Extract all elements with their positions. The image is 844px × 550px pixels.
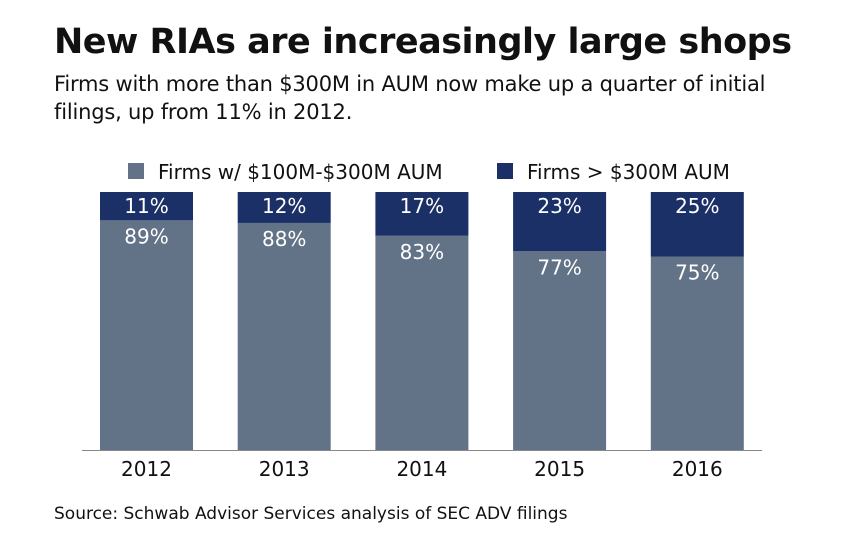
- x-tick-label-2016: 2016: [672, 457, 723, 481]
- data-label-large-firms-2015: 23%: [537, 194, 581, 218]
- bar-large-firms-2012: [100, 192, 193, 221]
- bar-small-firms-2015: [513, 251, 607, 450]
- data-label-small-firms-2012: 89%: [124, 224, 168, 248]
- legend-label-small-firms: Firms w/ $100M-$300M AUM: [158, 160, 443, 184]
- data-label-large-firms-2014: 17%: [400, 194, 444, 218]
- x-tick-label-2015: 2015: [534, 457, 585, 481]
- data-label-small-firms-2014: 83%: [400, 240, 444, 264]
- bar-large-firms-2014: [375, 192, 469, 236]
- x-tick-label-2012: 2012: [121, 457, 172, 481]
- bar-small-firms-2014: [375, 235, 469, 450]
- legend-swatch-large-firms: [497, 163, 513, 179]
- bar-large-firms-2013: [237, 192, 331, 223]
- source-note: Source: Schwab Advisor Services analysis…: [54, 504, 568, 524]
- bar-small-firms-2012: [100, 220, 193, 450]
- chart-subtitle: Firms with more than $300M in AUM now ma…: [54, 72, 766, 124]
- data-label-small-firms-2013: 88%: [262, 227, 306, 251]
- bar-small-firms-2013: [237, 222, 331, 450]
- data-label-large-firms-2012: 11%: [124, 194, 168, 218]
- data-label-small-firms-2015: 77%: [537, 255, 581, 279]
- bar-small-firms-2016: [650, 256, 744, 450]
- data-label-large-firms-2013: 12%: [262, 194, 306, 218]
- legend-label-large-firms: Firms > $300M AUM: [527, 160, 730, 184]
- data-label-small-firms-2016: 75%: [675, 261, 719, 285]
- chart-title: New RIAs are increasingly large shops: [54, 22, 792, 62]
- legend-swatch-small-firms: [128, 163, 144, 179]
- x-tick-label-2014: 2014: [396, 457, 447, 481]
- data-label-large-firms-2016: 25%: [675, 194, 719, 218]
- bar-large-firms-2015: [513, 192, 607, 252]
- bar-large-firms-2016: [650, 192, 744, 257]
- x-tick-label-2013: 2013: [259, 457, 310, 481]
